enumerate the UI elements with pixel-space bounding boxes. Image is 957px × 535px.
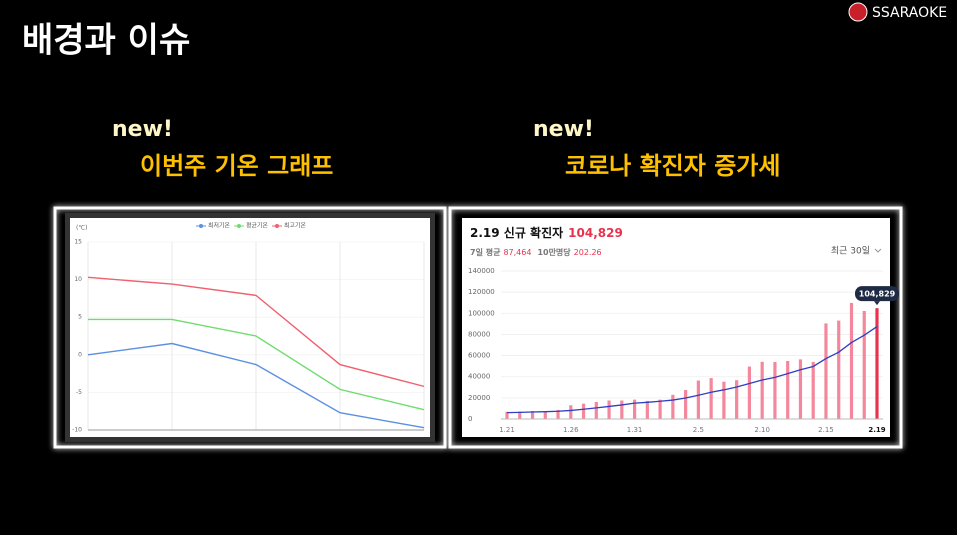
headline-value: 104,829 <box>568 226 623 240</box>
legend-label: 최고기온 <box>284 222 307 230</box>
annotation-box <box>855 286 899 302</box>
stat-label: 10만명당 <box>537 247 571 257</box>
logo-badge <box>848 2 868 22</box>
y-tick-label: 40000 <box>468 373 490 381</box>
y-tick-label: 10 <box>74 276 82 283</box>
y-tick-label: 20000 <box>468 394 490 402</box>
bar <box>632 399 637 419</box>
title-text: 2.19 신규 확진자 <box>470 225 563 240</box>
chart-panel <box>462 218 890 437</box>
y-tick-label: 60000 <box>468 352 490 360</box>
y-tick-label: 140000 <box>468 267 495 275</box>
annotation-pointer <box>874 301 880 306</box>
bar <box>811 361 815 419</box>
stat-value: 202.26 <box>574 248 602 257</box>
average-line <box>506 325 878 414</box>
y-tick-label: -10 <box>72 427 82 434</box>
bar <box>607 400 611 419</box>
bar <box>786 360 790 419</box>
bar <box>798 359 803 419</box>
bar <box>747 366 752 419</box>
chart-title: 2.19 신규 확진자 104,829 <box>470 225 623 240</box>
bar <box>773 362 777 419</box>
bar <box>645 400 649 419</box>
x-tick-label: 1.26 <box>563 426 579 434</box>
legend-dot <box>199 224 203 228</box>
bar <box>543 411 547 419</box>
period: 최근 30일 <box>831 246 870 257</box>
y-tick-label: 120000 <box>468 288 495 296</box>
bar <box>862 310 866 419</box>
bar <box>505 411 509 419</box>
bar <box>709 378 713 419</box>
series-line <box>87 276 425 388</box>
bar <box>735 380 739 419</box>
legend-label: 평균기온 <box>246 222 269 230</box>
bar <box>556 409 560 419</box>
bar <box>518 411 522 419</box>
dropdown-icon <box>874 248 882 253</box>
stat-value: 87,464 <box>503 248 531 257</box>
caption-tag: new! <box>112 117 173 142</box>
x-tick-label: 1.31 <box>627 426 643 434</box>
chart-panel <box>70 218 430 437</box>
y-tick-label: 0 <box>78 351 82 358</box>
bar <box>722 381 726 419</box>
series-line <box>88 318 425 411</box>
bar <box>594 401 598 419</box>
legend-dot <box>275 224 279 228</box>
bar <box>581 403 586 419</box>
bar <box>658 399 662 419</box>
frame <box>53 206 447 449</box>
stat-label: 7일 평균 <box>470 247 501 257</box>
bar <box>696 380 700 419</box>
bar <box>875 308 879 419</box>
y-tick-label: -5 <box>76 389 82 396</box>
series-line <box>87 342 425 429</box>
legend-dot <box>237 224 241 228</box>
y-axis-label: (℃) <box>76 225 87 232</box>
y-tick-label: 15 <box>74 239 82 246</box>
x-tick-label: 2.5 <box>693 426 704 434</box>
y-tick-label: 5 <box>78 314 82 321</box>
bar <box>760 361 764 419</box>
bar <box>620 400 624 419</box>
x-tick-label: 2.15 <box>818 426 834 434</box>
bar <box>684 390 688 419</box>
legend-label: 최저기온 <box>208 222 231 230</box>
slide-title: 배경과 이슈 <box>22 21 190 61</box>
caption-tag: new! <box>533 117 594 142</box>
logo-text: SSARAOKE <box>872 5 947 21</box>
bar <box>837 320 841 419</box>
x-tick-label: 2.19 <box>868 426 885 434</box>
caption-text: 이번주 기온 그래프 <box>140 152 333 180</box>
bar <box>824 323 828 419</box>
x-tick-label: 2.10 <box>754 426 770 434</box>
stats: 7일 평균 87,464 10만명당 202.26 <box>470 247 602 257</box>
bar <box>530 410 535 419</box>
bar <box>671 394 675 419</box>
bar <box>849 302 854 419</box>
y-tick-label: 0 <box>468 415 472 423</box>
caption-text: 코로나 확진자 증가세 <box>565 152 780 180</box>
annotation: 104,829 <box>859 290 896 299</box>
x-tick-label: 1.21 <box>499 426 515 434</box>
y-tick-label: 80000 <box>468 330 490 338</box>
y-tick-label: 100000 <box>468 309 495 317</box>
bar <box>569 405 573 419</box>
frame <box>448 206 903 449</box>
